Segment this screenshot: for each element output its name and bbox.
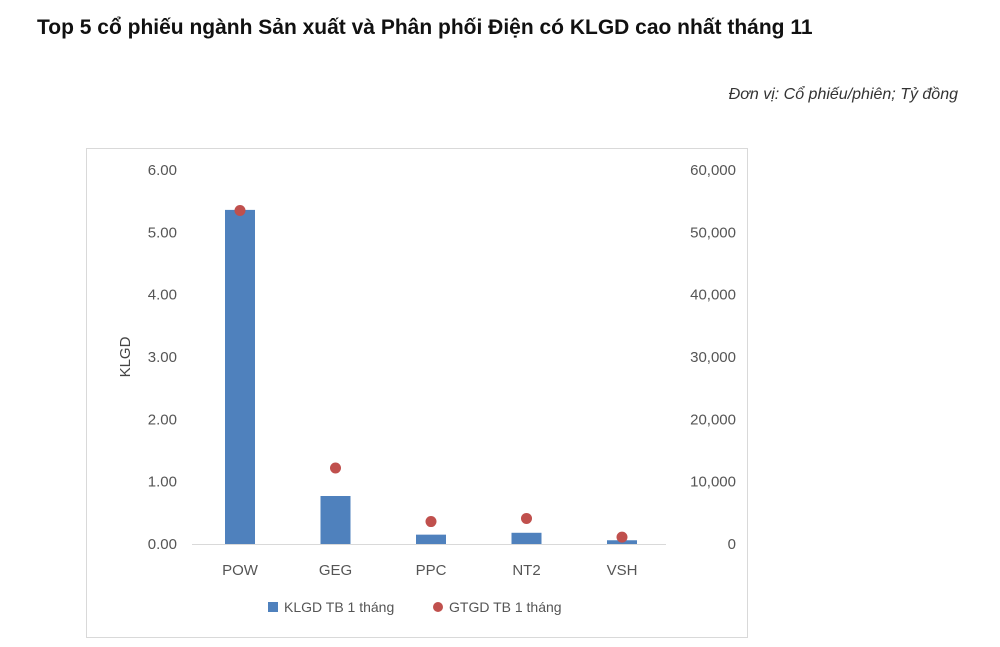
chart-title: Top 5 cổ phiếu ngành Sản xuất và Phân ph… xyxy=(37,16,813,39)
y-tick-label: 3.00 xyxy=(148,349,177,366)
unit-note: Đơn vị: Cổ phiếu/phiên; Tỷ đồng xyxy=(728,86,958,103)
dot-geg xyxy=(330,462,341,474)
y-tick-label: 6.00 xyxy=(148,162,177,179)
x-tick-label: NT2 xyxy=(512,562,540,579)
y2-tick-label: 30,000 xyxy=(690,349,736,366)
y2-tick-label: 20,000 xyxy=(690,411,736,428)
x-tick-label: POW xyxy=(222,562,259,579)
y-tick-label: 2.00 xyxy=(148,411,177,428)
y2-tick-label: 0 xyxy=(728,536,736,553)
bar-nt2 xyxy=(511,532,542,544)
dot-pow xyxy=(234,205,246,217)
legend-dot-swatch xyxy=(433,602,443,612)
y-axis-title: KLGD xyxy=(117,336,134,377)
chart-frame xyxy=(86,148,748,638)
y2-tick-label: 50,000 xyxy=(690,224,736,241)
y-tick-label: 5.00 xyxy=(148,224,177,241)
y-tick-label: 0.00 xyxy=(148,536,177,553)
y2-tick-label: 60,000 xyxy=(690,162,736,179)
legend-bar-swatch xyxy=(268,602,278,612)
y2-tick-label: 40,000 xyxy=(690,287,736,304)
dot-nt2 xyxy=(521,512,532,524)
x-tick-label: GEG xyxy=(319,562,352,579)
y-tick-label: 4.00 xyxy=(148,287,177,304)
y2-tick-label: 10,000 xyxy=(690,474,736,491)
legend-bar-label: KLGD TB 1 tháng xyxy=(284,599,394,615)
dot-vsh xyxy=(616,531,628,543)
x-tick-label: VSH xyxy=(607,562,638,579)
dot-ppc xyxy=(425,516,437,528)
x-tick-label: PPC xyxy=(416,562,447,579)
y-tick-label: 1.00 xyxy=(148,474,177,491)
bar-geg xyxy=(320,496,351,544)
legend-dot-label: GTGD TB 1 tháng xyxy=(449,599,562,615)
bar-pow xyxy=(225,209,255,545)
bar-ppc xyxy=(416,534,446,544)
